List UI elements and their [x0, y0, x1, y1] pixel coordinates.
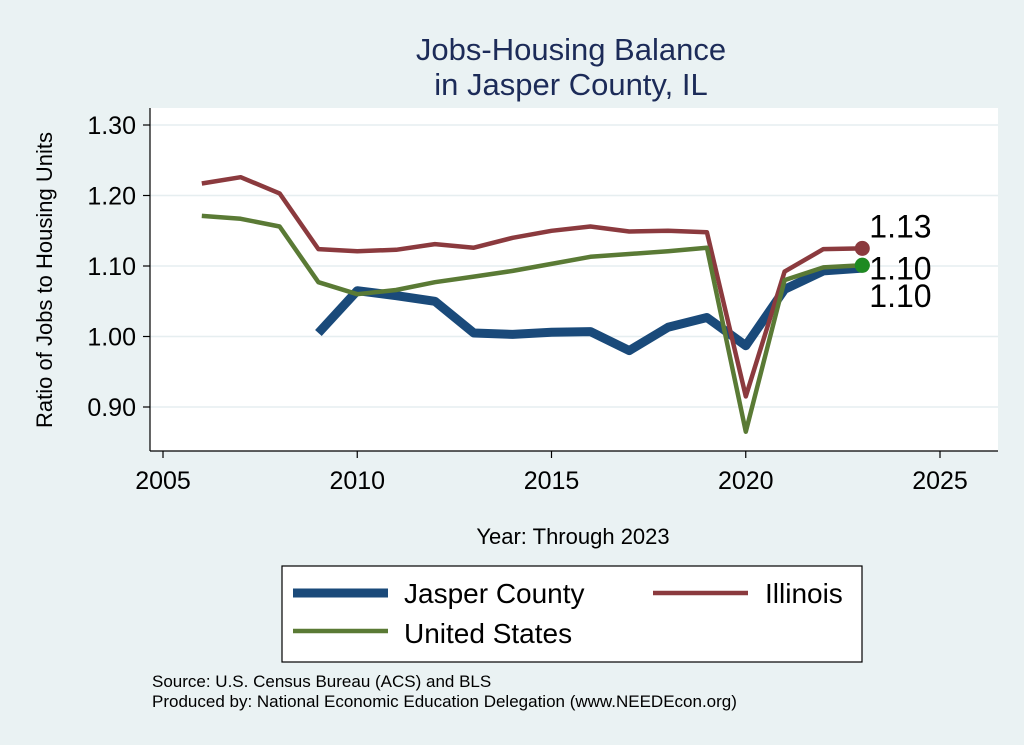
- chart-title-line-1: Jobs-Housing Balance: [416, 32, 726, 67]
- y-axis-ticks: 0.90 1.00 1.10 1.20 1.30: [87, 112, 150, 422]
- y-axis-label: Ratio of Jobs to Housing Units: [32, 132, 57, 428]
- legend-box: [281, 565, 863, 663]
- series-layer: [201, 174, 863, 434]
- producer-note: Produced by: National Economic Education…: [152, 692, 737, 711]
- legend-label-illinois: Illinois: [765, 578, 843, 609]
- x-tick-label: 2020: [718, 467, 774, 495]
- end-marker-united-states-top: [854, 257, 870, 273]
- x-tick-label: 2005: [135, 467, 191, 495]
- series-line-united-states: [201, 213, 863, 434]
- x-tick-label: 2025: [912, 467, 968, 495]
- legend-label-jasper-county: Jasper County: [404, 578, 585, 609]
- y-tick-label: 0.90: [87, 394, 136, 422]
- legend-label-united-states: United States: [404, 618, 572, 649]
- y-tick-label: 1.00: [87, 324, 136, 352]
- x-axis-ticks: 2005 2010 2015 2020 2025: [135, 451, 968, 495]
- x-axis-label: Year: Through 2023: [476, 524, 669, 549]
- y-tick-label: 1.30: [87, 112, 136, 140]
- x-tick-label: 2010: [329, 467, 385, 495]
- x-tick-label: 2015: [524, 467, 580, 495]
- end-label-jasper-county: 1.10: [869, 278, 931, 314]
- end-label-united-states: 1.10: [869, 250, 931, 286]
- end-labels: 1.10 1.13 1.10: [854, 208, 932, 314]
- chart-title-line-2: in Jasper County, IL: [434, 67, 707, 102]
- plot-area: [150, 108, 998, 451]
- source-note: Source: U.S. Census Bureau (ACS) and BLS: [152, 672, 491, 691]
- y-tick-label: 1.20: [87, 183, 136, 211]
- end-label-illinois: 1.13: [869, 208, 931, 244]
- legend: Jasper County Illinois United States: [281, 565, 863, 663]
- series-line-illinois: [201, 174, 863, 399]
- end-marker-illinois: [854, 240, 870, 256]
- y-tick-label: 1.10: [87, 253, 136, 281]
